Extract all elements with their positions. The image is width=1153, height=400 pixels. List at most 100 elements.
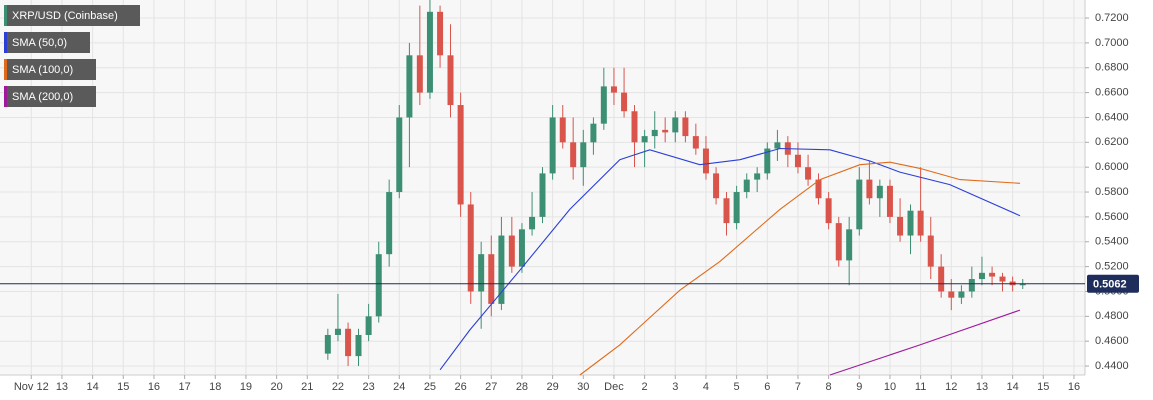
y-tick-label: 0.7200 bbox=[1095, 12, 1129, 24]
x-tick-label: Nov 12 bbox=[14, 381, 49, 393]
candle-body bbox=[948, 291, 955, 298]
legend-label: XRP/USD (Coinbase) bbox=[12, 10, 118, 22]
candle-body bbox=[682, 117, 689, 137]
candle-body bbox=[692, 136, 699, 149]
y-tick-label: 0.6200 bbox=[1095, 136, 1129, 148]
candle-body bbox=[774, 142, 781, 149]
candle-body bbox=[1019, 283, 1026, 286]
candle-body bbox=[835, 223, 842, 261]
y-tick-label: 0.5400 bbox=[1095, 236, 1129, 248]
candle-body bbox=[846, 229, 853, 261]
sma-line bbox=[579, 161, 1021, 376]
x-tick-label: 19 bbox=[240, 381, 252, 393]
y-tick-label: 0.4400 bbox=[1095, 360, 1129, 372]
x-tick-label: 4 bbox=[703, 381, 709, 393]
candle-body bbox=[805, 167, 812, 180]
x-tick-label: 15 bbox=[117, 381, 129, 393]
candle-body bbox=[580, 142, 587, 168]
candle-body bbox=[437, 11, 444, 56]
candle-body bbox=[416, 55, 423, 93]
x-tick-label: 27 bbox=[485, 381, 497, 393]
candle-body bbox=[334, 328, 341, 335]
candle-body bbox=[764, 148, 771, 174]
candle-body bbox=[600, 86, 607, 124]
y-tick-label: 0.7000 bbox=[1095, 37, 1129, 49]
x-tick-label: 13 bbox=[56, 381, 68, 393]
sma-line bbox=[439, 147, 1021, 371]
x-tick-label: 5 bbox=[734, 381, 740, 393]
candle-body bbox=[426, 11, 433, 93]
candle-body bbox=[968, 279, 975, 292]
candle-body bbox=[907, 210, 914, 236]
candle-body bbox=[794, 154, 801, 168]
candle-body bbox=[488, 254, 495, 304]
x-tick-label: 30 bbox=[577, 381, 589, 393]
x-tick-label: 28 bbox=[516, 381, 528, 393]
candle-body bbox=[897, 216, 904, 236]
candle-body bbox=[927, 235, 934, 267]
candle-body bbox=[958, 291, 965, 298]
y-tick-label: 0.4600 bbox=[1095, 335, 1129, 347]
x-tick-label: 8 bbox=[826, 381, 832, 393]
price-label: 0.5062 bbox=[1093, 279, 1127, 291]
y-tick-label: 0.6000 bbox=[1095, 161, 1129, 173]
x-tick-label: 9 bbox=[856, 381, 862, 393]
candle-body bbox=[324, 334, 331, 354]
candle-body bbox=[539, 173, 546, 217]
x-tick-label: 12 bbox=[945, 381, 957, 393]
x-tick-label: 18 bbox=[209, 381, 221, 393]
candle-body bbox=[478, 254, 485, 292]
candle-body bbox=[518, 229, 525, 267]
x-tick-label: 26 bbox=[454, 381, 466, 393]
x-tick-label: Dec bbox=[604, 381, 624, 393]
candle-body bbox=[815, 179, 822, 199]
legend-swatch bbox=[4, 86, 7, 107]
x-tick-label: 3 bbox=[672, 381, 678, 393]
x-tick-label: 11 bbox=[915, 381, 926, 393]
candle-body bbox=[662, 129, 669, 133]
candle-body bbox=[508, 235, 515, 267]
x-tick-label: 14 bbox=[1007, 381, 1019, 393]
x-tick-label: 25 bbox=[424, 381, 436, 393]
candle-body bbox=[978, 272, 985, 280]
marks: 0.5062 bbox=[0, 0, 1139, 376]
candle-body bbox=[641, 136, 648, 143]
y-tick-label: 0.5200 bbox=[1095, 261, 1129, 273]
x-tick-label: 14 bbox=[86, 381, 98, 393]
price-label-box bbox=[1087, 274, 1139, 293]
candle-body bbox=[570, 142, 577, 168]
candle-body bbox=[723, 198, 730, 224]
legend-label: SMA (50,0) bbox=[12, 37, 67, 49]
candle-body bbox=[876, 185, 883, 199]
candle-body bbox=[733, 192, 740, 224]
x-tick-label: 7 bbox=[795, 381, 801, 393]
candle-body bbox=[529, 216, 536, 230]
y-tick-label: 0.6800 bbox=[1095, 62, 1129, 74]
candle-body bbox=[386, 192, 393, 255]
candle-body bbox=[856, 179, 863, 230]
x-tick-label: 10 bbox=[884, 381, 896, 393]
candle-body bbox=[375, 254, 382, 317]
candle-body bbox=[713, 173, 720, 199]
legend-box bbox=[4, 59, 96, 80]
legend-box bbox=[4, 86, 96, 107]
x-tick-label: 16 bbox=[1068, 381, 1080, 393]
candle-body bbox=[498, 235, 505, 304]
legend-swatch bbox=[4, 5, 7, 26]
candle-body bbox=[365, 316, 372, 335]
candle-body bbox=[631, 111, 638, 143]
x-tick-label: 13 bbox=[976, 381, 988, 393]
candle-body bbox=[396, 117, 403, 193]
candle-body bbox=[345, 328, 352, 357]
x-tick-label: 2 bbox=[642, 381, 648, 393]
candle-body bbox=[406, 55, 413, 118]
legend-box bbox=[4, 5, 140, 26]
sma-line bbox=[829, 309, 1021, 376]
candle-body bbox=[447, 55, 454, 106]
x-tick-label: 6 bbox=[764, 381, 770, 393]
y-tick-label: 0.5800 bbox=[1095, 186, 1129, 198]
candle-body bbox=[355, 334, 362, 357]
x-tick-label: 24 bbox=[393, 381, 405, 393]
x-tick-label: 23 bbox=[362, 381, 374, 393]
legend-label: SMA (100,0) bbox=[12, 64, 73, 76]
